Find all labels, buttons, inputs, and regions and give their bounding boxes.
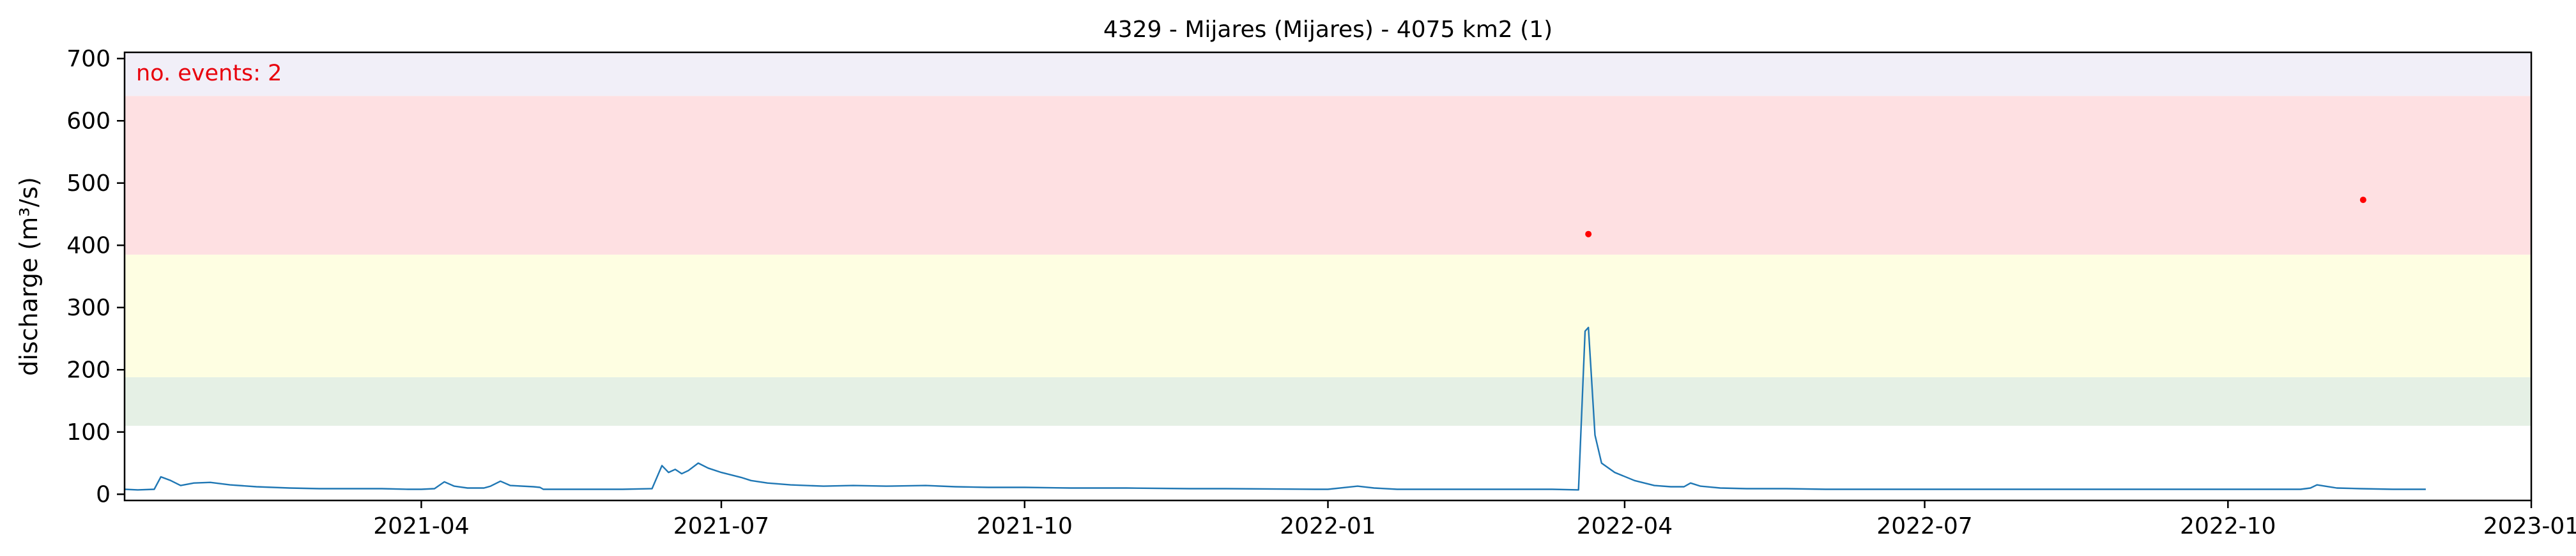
y-tick-label-3: 300 — [66, 295, 111, 321]
series-line-0 — [124, 326, 2426, 491]
x-tick-label-6: 2022-10 — [2180, 513, 2276, 539]
series-layer — [124, 326, 2426, 491]
events-count-annotation: no. events: 2 — [136, 61, 282, 86]
event-marker-0 — [1585, 230, 1592, 237]
event-markers — [1585, 197, 2366, 237]
y-tick-label-2: 200 — [66, 357, 111, 383]
y-axis: 0 100 200 300 400 500 600 700 — [66, 46, 125, 507]
threshold-band-2 — [125, 96, 2531, 255]
threshold-band-0 — [125, 377, 2531, 426]
y-tick-label-5: 500 — [66, 170, 111, 197]
x-tick-label-1: 2021-07 — [673, 513, 769, 539]
threshold-band-1 — [125, 254, 2531, 377]
x-tick-label-4: 2022-04 — [1577, 513, 1673, 539]
y-tick-label-6: 600 — [66, 108, 111, 134]
threshold-band-3 — [125, 52, 2531, 96]
x-tick-label-0: 2021-04 — [373, 513, 469, 539]
y-axis-label: discharge (m³/s) — [15, 177, 43, 376]
x-axis: 2021-04 2021-07 2021-10 2022-01 2022-04 2022-… — [373, 500, 2576, 539]
x-tick-label-7: 2023-01 — [2483, 513, 2576, 539]
threshold-bands — [125, 52, 2531, 426]
x-tick-label-2: 2021-10 — [977, 513, 1073, 539]
y-tick-label-7: 700 — [66, 46, 111, 72]
chart-title: 4329 - Mijares (Mijares) - 4075 km2 (1) — [1103, 17, 1552, 43]
event-marker-1 — [2359, 197, 2366, 204]
y-tick-label-0: 0 — [96, 481, 111, 507]
y-tick-label-1: 100 — [66, 419, 111, 446]
x-tick-label-5: 2022-07 — [1876, 513, 1972, 539]
x-tick-label-3: 2022-01 — [1280, 513, 1376, 539]
y-tick-label-4: 400 — [66, 232, 111, 259]
